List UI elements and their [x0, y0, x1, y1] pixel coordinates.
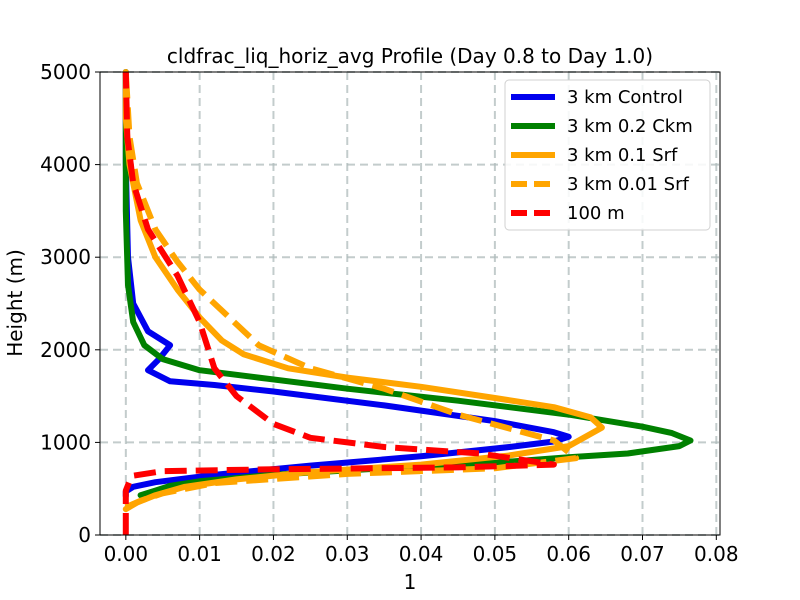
x-tick-label: 0.04	[399, 542, 444, 566]
plot-area	[122, 69, 694, 535]
x-axis: 0.00 0.01 0.02 0.03 0.04 0.05 0.06 0.07 0.08	[104, 535, 739, 566]
x-tick-label: 0.06	[546, 542, 591, 566]
y-tick-label: 2000	[40, 338, 91, 362]
series-line-100-m	[122, 71, 557, 535]
y-tick-label: 4000	[40, 153, 91, 177]
axes-frame	[99, 71, 721, 536]
y-axis: 0 1000 2000 3000 4000 5000	[40, 60, 100, 547]
x-tick-label: 0.05	[473, 542, 518, 566]
legend-label: 3 km 0.2 Ckm	[567, 116, 693, 137]
y-tick-label: 5000	[40, 60, 91, 84]
x-tick-label: 0.01	[177, 542, 222, 566]
y-tick-label: 1000	[40, 430, 91, 454]
series-line-3-km-control	[122, 69, 572, 500]
series-line-3-km-0-01-srf	[122, 71, 580, 510]
legend-label: 100 m	[567, 203, 625, 224]
x-tick-label: 0.08	[694, 542, 739, 566]
x-tick-label: 0.03	[325, 542, 370, 566]
y-axis-label: Height (m)	[3, 249, 27, 357]
x-tick-label: 0.00	[104, 542, 149, 566]
chart-title: cldfrac_liq_horiz_avg Profile (Day 0.8 t…	[167, 44, 653, 68]
y-tick-label: 3000	[40, 245, 91, 269]
legend-label: 3 km 0.01 Srf	[567, 174, 689, 195]
legend: 3 km Control 3 km 0.2 Ckm 3 km 0.1 Srf 3 km…	[504, 79, 711, 231]
x-tick-label: 0.02	[251, 542, 296, 566]
legend-label: 3 km Control	[567, 87, 683, 108]
y-tick-label: 0	[78, 523, 91, 547]
legend-box	[504, 79, 711, 231]
x-axis-label: 1	[404, 570, 417, 594]
legend-label: 3 km 0.1 Srf	[567, 145, 678, 166]
x-tick-label: 0.07	[620, 542, 665, 566]
